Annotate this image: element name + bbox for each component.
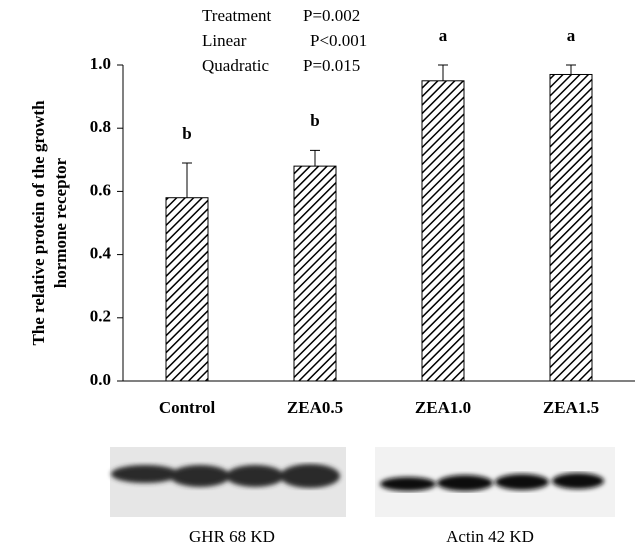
y-tick-label: 0.0 (90, 370, 111, 389)
x-tick-label: ZEA0.5 (287, 398, 343, 417)
bar (422, 81, 464, 381)
stat-label: Treatment (202, 6, 272, 25)
error-bar (566, 65, 576, 74)
error-bar (182, 163, 192, 198)
y-axis-label: The relative protein of the growth (29, 100, 48, 346)
y-tick-label: 1.0 (90, 54, 111, 73)
x-tick-label: ZEA1.5 (543, 398, 599, 417)
y-tick-label: 0.2 (90, 307, 111, 326)
bar (294, 166, 336, 381)
blot-ghr (110, 447, 346, 517)
bar (550, 74, 592, 381)
y-tick-label: 0.4 (90, 244, 112, 263)
error-bar (310, 150, 320, 166)
blot-caption: Actin 42 KD (446, 527, 534, 546)
stat-label: Linear (202, 31, 247, 50)
chart: The relative protein of the growth hormo… (0, 0, 638, 551)
x-tick-label: Control (159, 398, 216, 417)
stat-p: P<0.001 (310, 31, 367, 50)
blot-caption: GHR 68 KD (189, 527, 275, 546)
significance-letter: a (439, 26, 448, 45)
stat-p: P=0.015 (303, 56, 360, 75)
significance-letter: b (182, 124, 191, 143)
stat-p: P=0.002 (303, 6, 360, 25)
stat-label: Quadratic (202, 56, 269, 75)
error-bar (438, 65, 448, 81)
x-tick-label: ZEA1.0 (415, 398, 471, 417)
y-axis-label: hormone receptor (51, 157, 70, 288)
significance-letter: a (567, 26, 576, 45)
y-tick-label: 0.8 (90, 117, 111, 136)
blot-actin (375, 447, 615, 517)
bar (166, 198, 208, 381)
significance-letter: b (310, 111, 319, 130)
y-tick-label: 0.6 (90, 180, 111, 199)
